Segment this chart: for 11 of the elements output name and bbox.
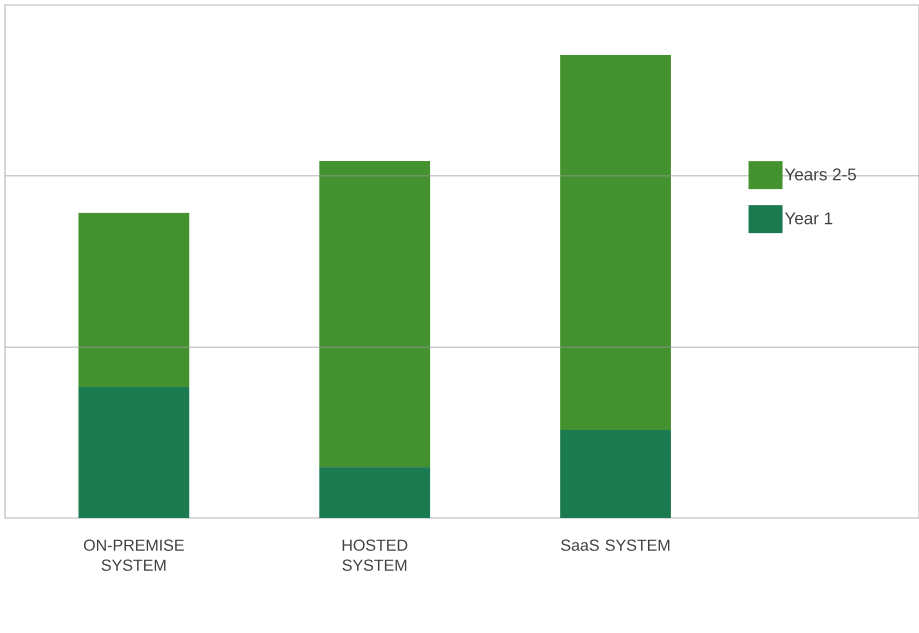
x-tick-label: SaaS SYSTEM <box>561 540 670 551</box>
bar <box>319 467 430 518</box>
bar <box>560 55 671 430</box>
x-tick-label: HOSTED SYSTEM <box>342 540 408 571</box>
bar <box>560 430 671 518</box>
x-tick-label: ON-PREMISE SYSTEM <box>84 540 184 571</box>
legend-label: Year 1 <box>784 212 832 224</box>
bar <box>319 161 430 468</box>
legend-label: Years 2-5 <box>784 168 856 180</box>
bar <box>78 386 190 518</box>
bar <box>78 212 190 387</box>
